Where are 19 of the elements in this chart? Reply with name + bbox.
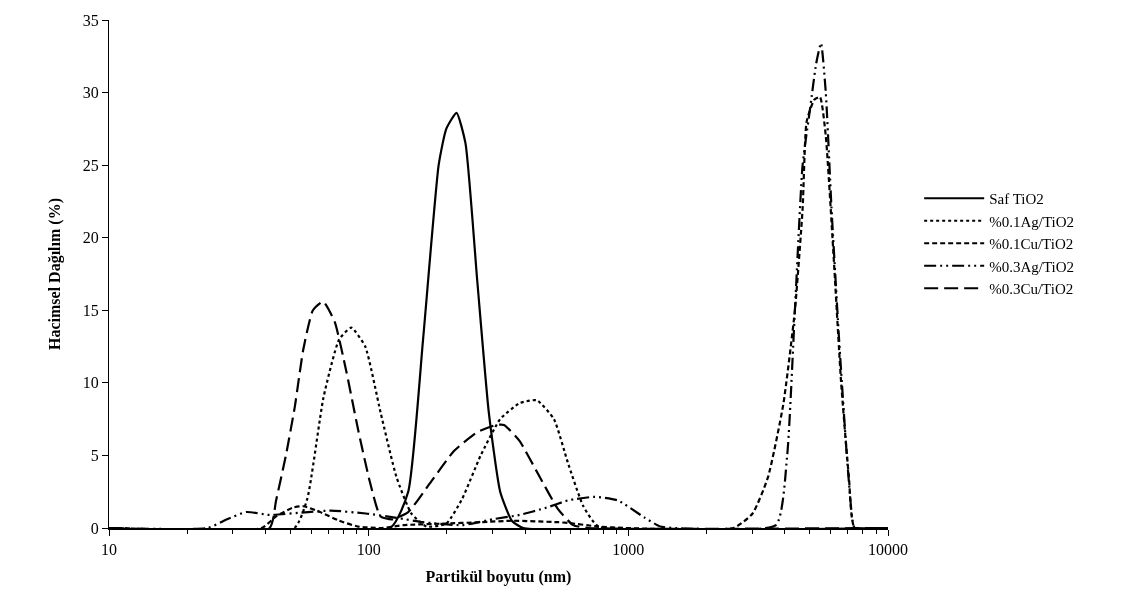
y-tick-label: 0	[90, 519, 99, 537]
y-tick-label: 5	[90, 447, 99, 465]
x-axis-title: Partikül boyutu (nm)	[425, 568, 572, 587]
legend-label: %0.1Cu/TiO2	[989, 236, 1074, 253]
y-tick-label: 25	[82, 156, 99, 174]
x-tick-label: 10000	[868, 540, 908, 558]
y-tick-label: 20	[82, 229, 99, 247]
y-tick-label: 15	[82, 301, 99, 319]
legend-label: %0.3Cu/TiO2	[989, 281, 1074, 298]
x-tick-label: 1000	[612, 540, 645, 558]
y-tick-label: 10	[82, 374, 99, 392]
x-tick-label: 100	[356, 540, 381, 558]
legend-label: %0.3Ag/TiO2	[989, 258, 1075, 275]
legend-label: %0.1Ag/TiO2	[989, 213, 1075, 230]
y-tick-label: 35	[82, 11, 99, 29]
legend-label: Saf TiO2	[989, 191, 1044, 208]
y-tick-label: 30	[82, 84, 99, 102]
x-tick-label: 10	[101, 540, 117, 558]
y-axis-title: Hacimsel Dağılım (%)	[45, 198, 64, 350]
